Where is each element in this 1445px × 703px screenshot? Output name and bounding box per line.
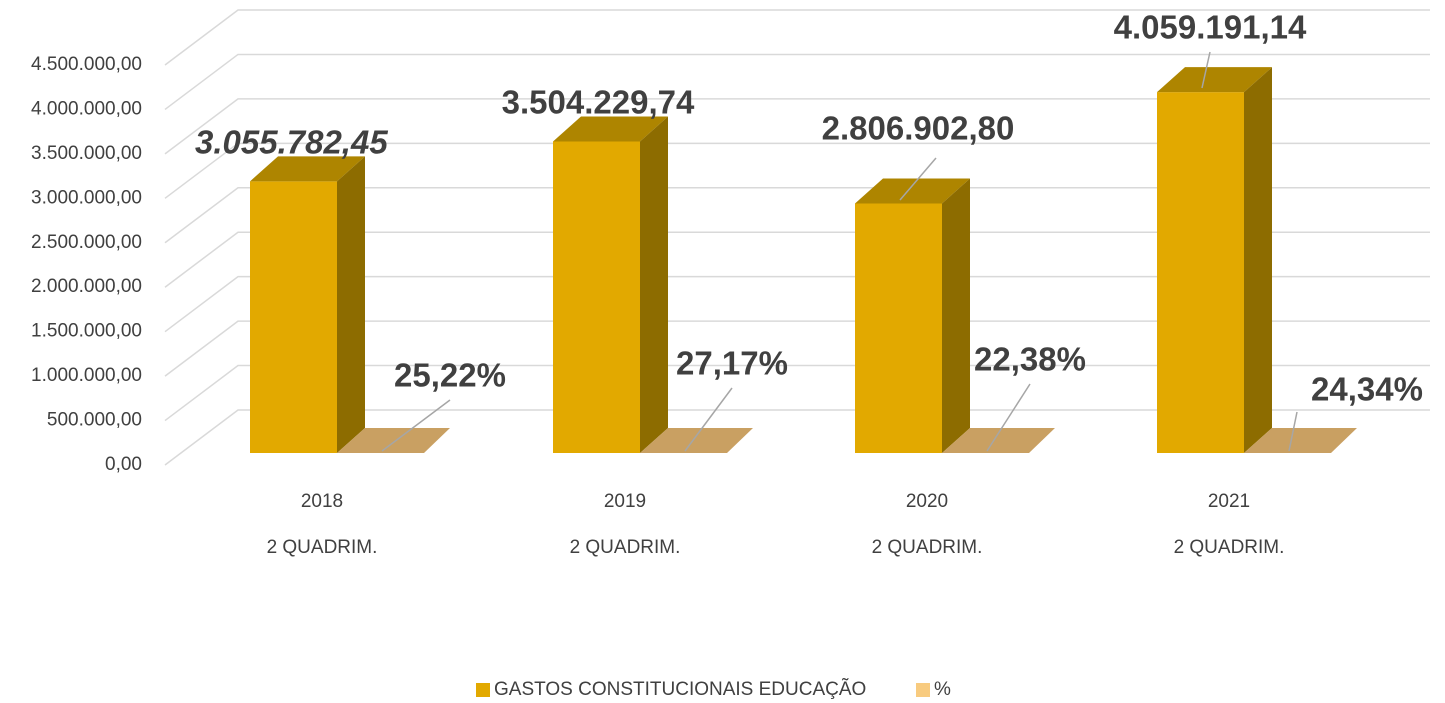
grid-line [164, 53, 1430, 111]
x-tick-label: 2 QUADRIM. [267, 537, 378, 558]
leader-line [986, 383, 1031, 452]
bar-side [337, 156, 365, 454]
y-tick-label: 4.500.000,00 [31, 54, 142, 75]
legend-swatch [476, 683, 490, 697]
legend-label: GASTOS CONSTITUCIONAIS EDUCAÇÃO [494, 678, 866, 700]
y-tick-label: 2.500.000,00 [31, 232, 142, 253]
value-label: 27,17% [676, 345, 788, 382]
bar-side [942, 178, 970, 453]
bar-front [855, 203, 942, 453]
bar [855, 178, 970, 453]
leader-line [1288, 411, 1298, 452]
leader-line [1201, 51, 1211, 89]
value-label: 2.806.902,80 [822, 110, 1015, 147]
grid-line [164, 275, 1430, 333]
x-tick-label: 2 QUADRIM. [1174, 537, 1285, 558]
value-label: 24,34% [1311, 371, 1423, 408]
bar [553, 116, 668, 453]
grid-line [164, 231, 1430, 288]
value-label: 22,38% [974, 341, 1086, 378]
x-tick-label: 2 QUADRIM. [872, 537, 983, 558]
y-tick-label: 0,00 [105, 454, 142, 475]
x-tick-label: 2021 [1208, 491, 1250, 512]
value-label: 25,22% [394, 357, 506, 394]
bar-front [250, 181, 337, 454]
grid-line [164, 98, 1430, 155]
bar-side [640, 116, 668, 453]
leader-line [684, 387, 733, 452]
y-tick-label: 3.000.000,00 [31, 187, 142, 208]
x-tick-label: 2018 [301, 491, 343, 512]
y-tick-label: 1.000.000,00 [31, 365, 142, 386]
grid-line [164, 142, 1430, 199]
y-tick-label: 3.500.000,00 [31, 143, 142, 164]
legend-swatch [916, 683, 930, 697]
grid-line [164, 320, 1430, 377]
value-label: 3.055.782,45 [195, 124, 388, 161]
x-tick-label: 2020 [906, 491, 948, 512]
bar-top [855, 178, 970, 204]
bar-side [1244, 67, 1272, 453]
bar [1157, 67, 1272, 453]
x-tick-label: 2019 [604, 491, 646, 512]
value-label: 4.059.191,14 [1114, 9, 1307, 46]
leader-line [899, 157, 937, 201]
grid-line [164, 187, 1430, 244]
value-label: 3.504.229,74 [502, 84, 695, 121]
bar-top [1157, 67, 1272, 93]
leader-line [381, 399, 451, 452]
grid-line [164, 409, 1430, 466]
y-tick-label: 2.000.000,00 [31, 276, 142, 297]
bar [1244, 427, 1357, 453]
x-tick-label: 2 QUADRIM. [570, 537, 681, 558]
legend-label: % [934, 679, 951, 700]
y-tick-label: 500.000,00 [47, 410, 142, 431]
bar [337, 427, 450, 453]
y-tick-label: 1.500.000,00 [31, 321, 142, 342]
bar [942, 427, 1055, 453]
grid-line [164, 9, 1430, 66]
bar-front [553, 141, 640, 453]
y-tick-label: 4.000.000,00 [31, 98, 142, 119]
bar-top [250, 156, 365, 182]
bar [250, 156, 365, 454]
bar-top [553, 116, 668, 142]
bar [640, 427, 753, 453]
grid-line [164, 364, 1430, 422]
bar-front [1157, 92, 1244, 453]
